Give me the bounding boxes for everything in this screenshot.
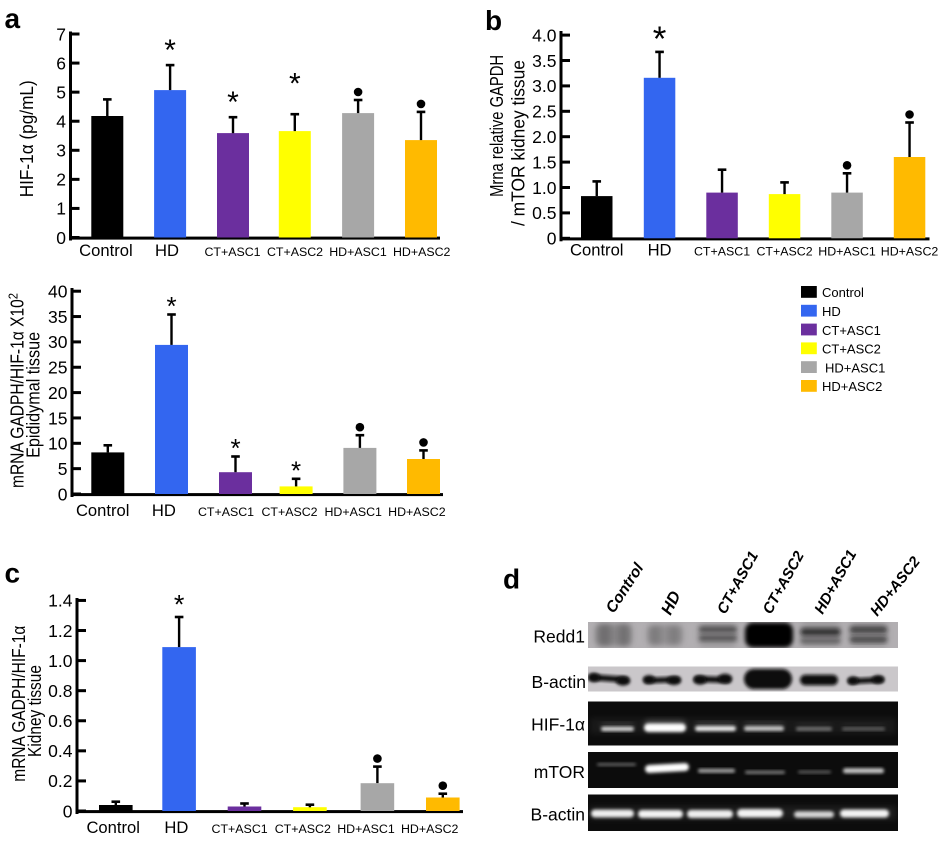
svg-text:10: 10 [48, 434, 68, 454]
svg-text:1.0: 1.0 [48, 651, 73, 671]
svg-text:1.5: 1.5 [532, 152, 556, 172]
svg-text:B-actin: B-actin [531, 805, 585, 825]
svg-text:CT+ASC2: CT+ASC2 [822, 342, 881, 357]
svg-text:1.2: 1.2 [48, 621, 72, 641]
svg-text:CT+ASC2: CT+ASC2 [261, 505, 317, 519]
svg-text:2.5: 2.5 [532, 102, 556, 122]
svg-text:HD+ASC1: HD+ASC1 [818, 245, 876, 259]
svg-text:3.0: 3.0 [532, 76, 557, 96]
svg-text:*: * [230, 433, 240, 463]
svg-text:0.6: 0.6 [48, 711, 72, 731]
svg-text:*: * [166, 291, 176, 321]
svg-text:CT+ASC1: CT+ASC1 [198, 505, 254, 519]
svg-text:d: d [503, 564, 520, 595]
svg-text:CT+ASC1: CT+ASC1 [212, 822, 268, 836]
svg-text:6: 6 [56, 53, 66, 73]
svg-text:0.8: 0.8 [48, 681, 72, 701]
svg-text:5: 5 [58, 459, 68, 479]
svg-text:Redd1: Redd1 [533, 627, 585, 647]
svg-text:*: * [291, 455, 301, 485]
svg-text:HD+ASC2: HD+ASC2 [393, 245, 451, 259]
svg-text:Mrna relative GAPDH: Mrna relative GAPDH [487, 55, 507, 197]
svg-text:15: 15 [48, 408, 67, 428]
svg-text:mRNA GADPH/HIF-1α: mRNA GADPH/HIF-1α [9, 626, 29, 782]
svg-text:CT+ASC2: CT+ASC2 [756, 245, 812, 259]
svg-text:HD: HD [155, 241, 179, 260]
svg-text:4.0: 4.0 [532, 25, 557, 45]
svg-text:mTOR: mTOR [534, 762, 585, 782]
svg-text:*: * [289, 68, 301, 101]
svg-text:HD+ASC1: HD+ASC1 [825, 360, 885, 375]
svg-text:0.5: 0.5 [532, 203, 556, 223]
svg-text:0.4: 0.4 [48, 741, 73, 761]
svg-text:HD+ASC1: HD+ASC1 [324, 505, 382, 519]
svg-text:25: 25 [48, 358, 67, 378]
svg-text:c: c [5, 558, 21, 589]
svg-text:a: a [5, 3, 21, 34]
svg-text:Control: Control [76, 501, 130, 520]
svg-text:*: * [653, 20, 667, 59]
svg-text:HD: HD [822, 304, 841, 319]
svg-text:HD+ASC1: HD+ASC1 [337, 822, 395, 836]
svg-text:1.4: 1.4 [48, 591, 73, 611]
svg-text:0: 0 [547, 229, 557, 249]
svg-text:7: 7 [56, 24, 66, 44]
svg-text:CT+ASC1: CT+ASC1 [822, 323, 881, 338]
svg-text:4: 4 [56, 112, 66, 132]
svg-text:CT+ASC2: CT+ASC2 [267, 245, 323, 259]
svg-text:1.0: 1.0 [532, 178, 557, 198]
svg-text:0: 0 [58, 484, 68, 504]
svg-text:30: 30 [48, 332, 68, 352]
svg-text:HD: HD [164, 818, 188, 837]
svg-text:2.0: 2.0 [532, 127, 557, 147]
svg-text:20: 20 [48, 383, 68, 403]
svg-text:5: 5 [56, 82, 66, 102]
svg-text:0: 0 [63, 801, 73, 821]
svg-text:HD+ASC2: HD+ASC2 [881, 245, 939, 259]
svg-text:Control: Control [570, 241, 624, 260]
svg-text:40: 40 [48, 282, 68, 302]
svg-text:35: 35 [48, 307, 67, 327]
svg-text:0: 0 [56, 228, 66, 248]
svg-text:*: * [164, 34, 176, 67]
svg-text:HD+ASC2: HD+ASC2 [822, 379, 882, 394]
svg-text:HIF-1α: HIF-1α [531, 715, 585, 735]
svg-text:b: b [485, 5, 502, 36]
svg-text:HD+ASC2: HD+ASC2 [401, 822, 459, 836]
svg-text:B-actin: B-actin [532, 672, 586, 692]
svg-text:CT+ASC1: CT+ASC1 [204, 245, 260, 259]
svg-text:HD: HD [152, 501, 176, 520]
svg-text:*: * [227, 86, 239, 119]
svg-text:HD+ASC2: HD+ASC2 [388, 505, 446, 519]
svg-text:Control: Control [86, 818, 140, 837]
svg-text:HD+ASC1: HD+ASC1 [329, 245, 387, 259]
svg-text:Control: Control [79, 241, 133, 260]
svg-text:3.5: 3.5 [532, 51, 556, 71]
svg-text:mRNA GADPH/HIF-1α X102: mRNA GADPH/HIF-1α X102 [6, 293, 28, 488]
svg-text:*: * [174, 590, 185, 620]
svg-text:HD: HD [648, 241, 672, 260]
svg-text:0.2: 0.2 [48, 771, 72, 791]
svg-text:HIF-1α (pg/mL): HIF-1α (pg/mL) [16, 80, 37, 197]
svg-text:Kidney tissue: Kidney tissue [25, 665, 45, 757]
svg-text:CT+ASC2: CT+ASC2 [275, 822, 331, 836]
svg-text:CT+ASC1: CT+ASC1 [694, 245, 750, 259]
svg-text:3: 3 [56, 141, 66, 161]
svg-text:2: 2 [56, 170, 66, 190]
svg-text:1: 1 [56, 199, 66, 219]
svg-text:/ mTOR kidney tissue: / mTOR kidney tissue [509, 60, 529, 226]
svg-text:Control: Control [822, 285, 864, 300]
svg-text:Epididymal tissue: Epididymal tissue [24, 332, 44, 458]
